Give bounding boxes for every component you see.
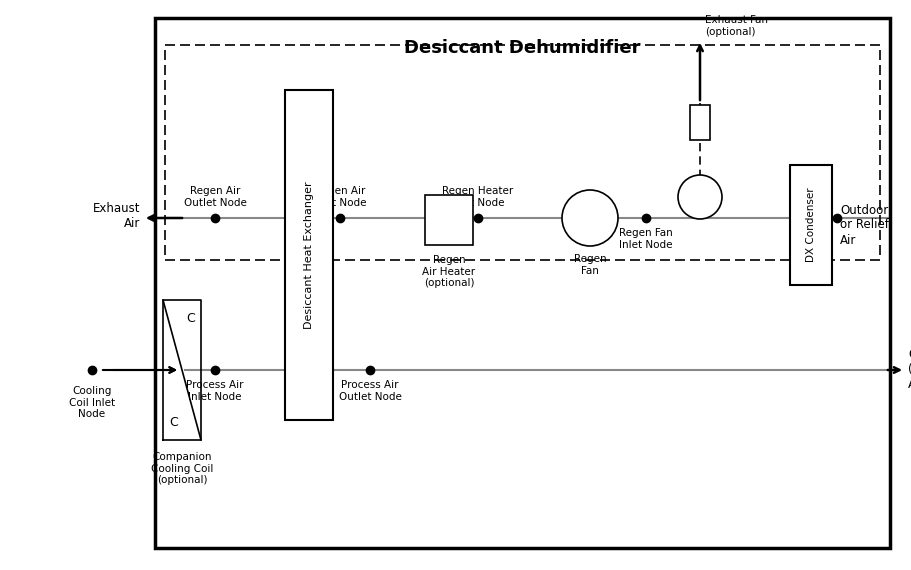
Bar — [155, 18, 889, 548]
Text: DX Condenser: DX Condenser — [805, 188, 815, 262]
Text: Regen Air
Inlet Node: Regen Air Inlet Node — [312, 186, 366, 208]
Text: Companion
Cooling Coil
(optional): Companion Cooling Coil (optional) — [150, 452, 213, 485]
Text: Regen Air
Outlet Node: Regen Air Outlet Node — [183, 186, 246, 208]
Text: Outlet
(Supply)
Air: Outlet (Supply) Air — [907, 348, 911, 392]
Text: C: C — [169, 416, 178, 429]
Circle shape — [561, 190, 618, 246]
Text: Regen
Fan: Regen Fan — [573, 254, 606, 276]
Text: Regen Fan
Inlet Node: Regen Fan Inlet Node — [619, 228, 672, 250]
Text: Process Air
Inlet Node: Process Air Inlet Node — [186, 380, 243, 402]
Text: C: C — [186, 311, 195, 324]
Bar — [789, 165, 831, 285]
Text: Cooling
Coil Inlet
Node: Cooling Coil Inlet Node — [69, 386, 115, 419]
Text: Regen
Air Heater
(optional): Regen Air Heater (optional) — [422, 255, 475, 288]
Text: Outdoor
or Relief
Air: Outdoor or Relief Air — [839, 203, 888, 246]
Bar — [285, 90, 333, 420]
Text: Regen Heater
Inlet Node: Regen Heater Inlet Node — [442, 186, 513, 208]
Bar — [165, 45, 879, 260]
Bar — [425, 195, 473, 245]
Text: Exhaust
Air: Exhaust Air — [92, 202, 140, 230]
Circle shape — [677, 175, 722, 219]
Text: Exhaust Fan
(optional): Exhaust Fan (optional) — [704, 15, 767, 37]
Bar — [690, 105, 710, 140]
Text: Desiccant Dehumidifier: Desiccant Dehumidifier — [404, 39, 640, 57]
Text: Process Air
Outlet Node: Process Air Outlet Node — [338, 380, 401, 402]
Text: Desiccant Heat Exchanger: Desiccant Heat Exchanger — [303, 181, 313, 329]
